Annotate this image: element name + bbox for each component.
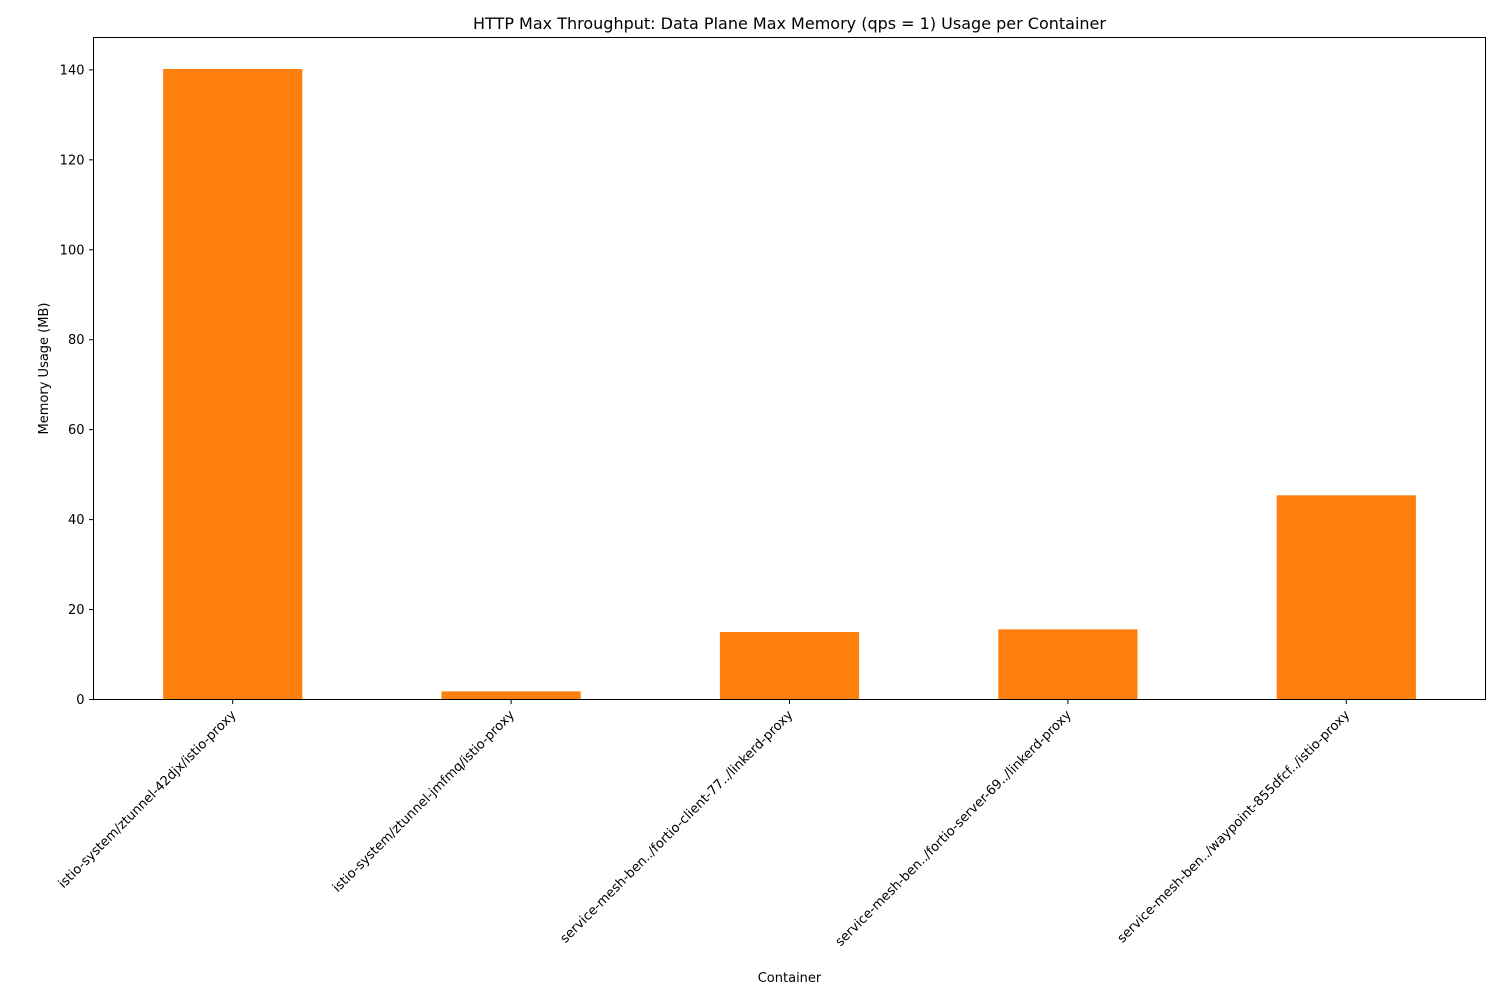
y-tick-label: 120 (60, 153, 85, 168)
bar (441, 691, 581, 700)
bars-layer (163, 68, 1416, 700)
chart-title: HTTP Max Throughput: Data Plane Max Memo… (473, 14, 1106, 33)
y-tick-label: 140 (60, 63, 85, 78)
bar (719, 632, 860, 700)
y-tick-label: 40 (68, 513, 85, 528)
bar (163, 68, 303, 700)
x-axis: istio-system/ztunnel-42djx/istio-proxy is… (56, 699, 1354, 950)
x-tick-label: service-mesh-ben../fortio-server-69../li… (833, 708, 1075, 950)
x-axis-title: Container (758, 971, 822, 986)
y-tick-label: 80 (68, 333, 85, 348)
y-tick-label: 0 (76, 693, 84, 708)
y-axis: 0 20 40 60 80 100 120 140 (60, 63, 94, 708)
x-tick-label: service-mesh-ben../waypoint-855dfcf../is… (1115, 708, 1354, 947)
x-tick-label: istio-system/ztunnel-42djx/istio-proxy (56, 708, 240, 892)
x-tick-label: istio-system/ztunnel-jmfmq/istio-proxy (330, 708, 518, 896)
y-tick-label: 100 (60, 243, 85, 258)
bar (1276, 495, 1416, 700)
plot-frame (93, 37, 1486, 700)
y-tick-label: 20 (68, 603, 85, 618)
y-tick-label: 60 (68, 423, 85, 438)
bar (998, 629, 1138, 700)
y-axis-title: Memory Usage (MB) (37, 303, 52, 435)
x-tick-label: service-mesh-ben../fortio-client-77../li… (558, 708, 797, 947)
